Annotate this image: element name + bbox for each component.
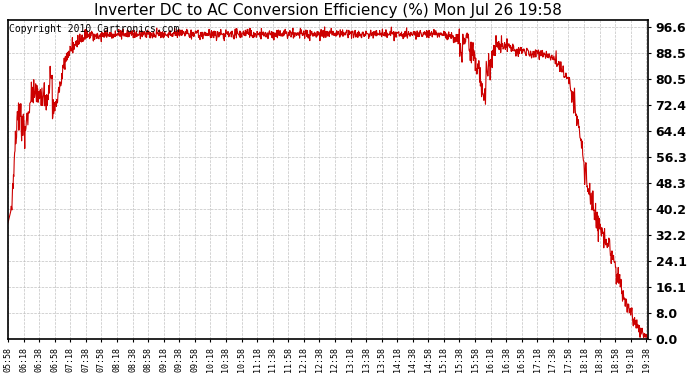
- Text: Copyright 2010 Cartronics.com: Copyright 2010 Cartronics.com: [9, 24, 179, 34]
- Title: Inverter DC to AC Conversion Efficiency (%) Mon Jul 26 19:58: Inverter DC to AC Conversion Efficiency …: [94, 3, 562, 18]
